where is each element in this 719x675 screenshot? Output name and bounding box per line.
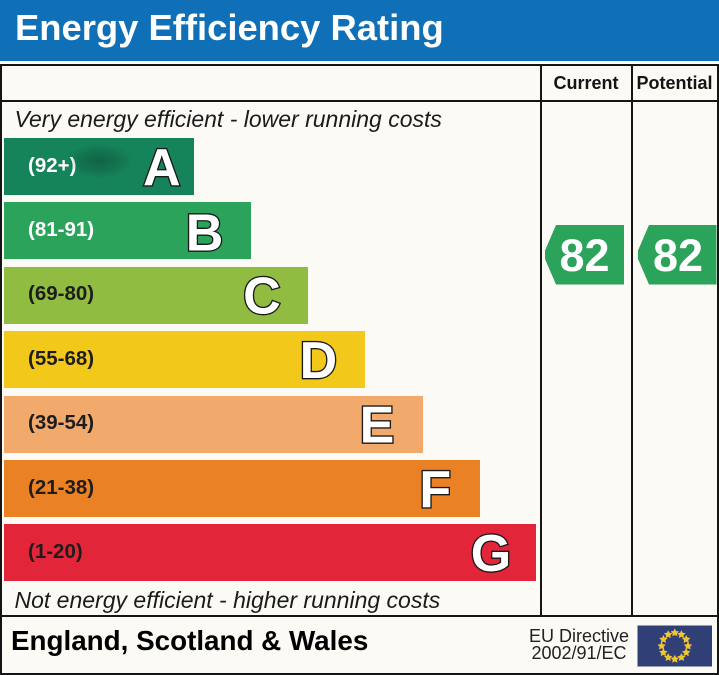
svg-text:D: D bbox=[300, 332, 338, 390]
svg-text:A: A bbox=[143, 139, 181, 197]
svg-text:B: B bbox=[186, 204, 224, 262]
svg-text:82: 82 bbox=[559, 230, 609, 281]
svg-text:F: F bbox=[419, 461, 451, 519]
svg-text:C: C bbox=[243, 268, 281, 326]
svg-text:G: G bbox=[471, 525, 511, 583]
svg-text:E: E bbox=[360, 396, 395, 454]
svg-text:82: 82 bbox=[653, 230, 703, 281]
